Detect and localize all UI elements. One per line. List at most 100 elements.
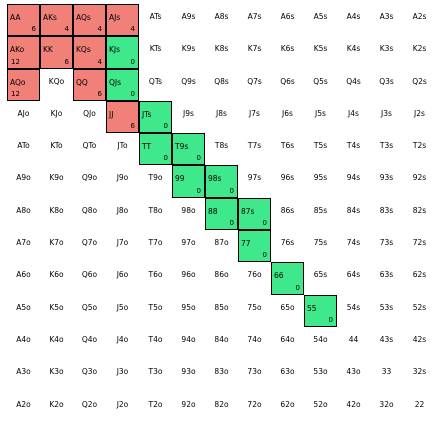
- hand-cell-j3s[interactable]: J3s: [370, 101, 403, 133]
- hand-cell-88[interactable]: 88 0: [205, 198, 238, 230]
- hand-cell-ako[interactable]: AKo 12: [7, 36, 40, 68]
- hand-cell-aa[interactable]: AA 6: [7, 4, 40, 36]
- hand-cell-73o[interactable]: 73o: [238, 359, 271, 391]
- hand-cell-a2s[interactable]: A2s: [403, 4, 436, 36]
- hand-cell-j7o[interactable]: J7o: [106, 230, 139, 262]
- hand-cell-j5s[interactable]: J5s: [304, 101, 337, 133]
- hand-cell-t4s[interactable]: T4s: [337, 133, 370, 165]
- hand-cell-63o[interactable]: 63o: [271, 359, 304, 391]
- hand-cell-ajs[interactable]: AJs 4: [106, 4, 139, 36]
- hand-cell-aks[interactable]: AKs 4: [40, 4, 73, 36]
- hand-cell-k4o[interactable]: K4o: [40, 327, 73, 359]
- hand-cell-t6o[interactable]: T6o: [139, 262, 172, 294]
- hand-cell-64s[interactable]: 64s: [337, 262, 370, 294]
- hand-cell-85s[interactable]: 85s: [304, 198, 337, 230]
- hand-cell-t8s[interactable]: T8s: [205, 133, 238, 165]
- hand-cell-73s[interactable]: 73s: [370, 230, 403, 262]
- hand-cell-97o[interactable]: 97o: [172, 230, 205, 262]
- hand-cell-kjs[interactable]: KJs 0: [106, 36, 139, 68]
- hand-cell-t3s[interactable]: T3s: [370, 133, 403, 165]
- hand-cell-a8s[interactable]: A8s: [205, 4, 238, 36]
- hand-cell-97s[interactable]: 97s: [238, 165, 271, 197]
- hand-cell-98o[interactable]: 98o: [172, 198, 205, 230]
- hand-cell-q9o[interactable]: Q9o: [73, 165, 106, 197]
- hand-cell-kjo[interactable]: KJo: [40, 101, 73, 133]
- hand-cell-k9o[interactable]: K9o: [40, 165, 73, 197]
- hand-cell-k7s[interactable]: K7s: [238, 36, 271, 68]
- hand-cell-kts[interactable]: KTs: [139, 36, 172, 68]
- hand-cell-k8o[interactable]: K8o: [40, 198, 73, 230]
- hand-cell-a8o[interactable]: A8o: [7, 198, 40, 230]
- hand-cell-j2s[interactable]: J2s: [403, 101, 436, 133]
- hand-cell-72s[interactable]: 72s: [403, 230, 436, 262]
- hand-cell-77[interactable]: 77 0: [238, 230, 271, 262]
- hand-cell-jto[interactable]: JTo: [106, 133, 139, 165]
- hand-cell-q8s[interactable]: Q8s: [205, 69, 238, 101]
- hand-cell-82s[interactable]: 82s: [403, 198, 436, 230]
- hand-cell-kk[interactable]: KK 6: [40, 36, 73, 68]
- hand-cell-qto[interactable]: QTo: [73, 133, 106, 165]
- hand-cell-a5s[interactable]: A5s: [304, 4, 337, 36]
- hand-cell-95s[interactable]: 95s: [304, 165, 337, 197]
- hand-cell-72o[interactable]: 72o: [238, 392, 271, 424]
- hand-cell-t7o[interactable]: T7o: [139, 230, 172, 262]
- hand-cell-qq[interactable]: QQ 6: [73, 69, 106, 101]
- hand-cell-k9s[interactable]: K9s: [172, 36, 205, 68]
- hand-cell-66[interactable]: 66 0: [271, 262, 304, 294]
- hand-cell-32s[interactable]: 32s: [403, 359, 436, 391]
- hand-cell-j9o[interactable]: J9o: [106, 165, 139, 197]
- hand-cell-ats[interactable]: ATs: [139, 4, 172, 36]
- hand-cell-k3o[interactable]: K3o: [40, 359, 73, 391]
- hand-cell-t5o[interactable]: T5o: [139, 295, 172, 327]
- hand-cell-j9s[interactable]: J9s: [172, 101, 205, 133]
- hand-cell-j8o[interactable]: J8o: [106, 198, 139, 230]
- hand-cell-tt[interactable]: TT 0: [139, 133, 172, 165]
- hand-cell-52s[interactable]: 52s: [403, 295, 436, 327]
- hand-cell-t4o[interactable]: T4o: [139, 327, 172, 359]
- hand-cell-32o[interactable]: 32o: [370, 392, 403, 424]
- hand-cell-92s[interactable]: 92s: [403, 165, 436, 197]
- hand-cell-q4o[interactable]: Q4o: [73, 327, 106, 359]
- hand-cell-96s[interactable]: 96s: [271, 165, 304, 197]
- hand-cell-q2s[interactable]: Q2s: [403, 69, 436, 101]
- hand-cell-74o[interactable]: 74o: [238, 327, 271, 359]
- hand-cell-j6o[interactable]: J6o: [106, 262, 139, 294]
- hand-cell-54o[interactable]: 54o: [304, 327, 337, 359]
- hand-cell-84s[interactable]: 84s: [337, 198, 370, 230]
- hand-cell-76o[interactable]: 76o: [238, 262, 271, 294]
- hand-cell-52o[interactable]: 52o: [304, 392, 337, 424]
- hand-cell-42o[interactable]: 42o: [337, 392, 370, 424]
- hand-cell-92o[interactable]: 92o: [172, 392, 205, 424]
- hand-cell-j4o[interactable]: J4o: [106, 327, 139, 359]
- hand-cell-q4s[interactable]: Q4s: [337, 69, 370, 101]
- hand-cell-63s[interactable]: 63s: [370, 262, 403, 294]
- hand-cell-a4s[interactable]: A4s: [337, 4, 370, 36]
- hand-cell-65o[interactable]: 65o: [271, 295, 304, 327]
- hand-cell-k5o[interactable]: K5o: [40, 295, 73, 327]
- hand-cell-k2s[interactable]: K2s: [403, 36, 436, 68]
- hand-cell-jts[interactable]: JTs 0: [139, 101, 172, 133]
- hand-cell-j2o[interactable]: J2o: [106, 392, 139, 424]
- hand-cell-kto[interactable]: KTo: [40, 133, 73, 165]
- hand-cell-q5o[interactable]: Q5o: [73, 295, 106, 327]
- hand-cell-q9s[interactable]: Q9s: [172, 69, 205, 101]
- hand-cell-k3s[interactable]: K3s: [370, 36, 403, 68]
- hand-cell-a4o[interactable]: A4o: [7, 327, 40, 359]
- hand-cell-kqo[interactable]: KQo: [40, 69, 73, 101]
- hand-cell-k4s[interactable]: K4s: [337, 36, 370, 68]
- hand-cell-j6s[interactable]: J6s: [271, 101, 304, 133]
- hand-cell-53o[interactable]: 53o: [304, 359, 337, 391]
- hand-cell-t6s[interactable]: T6s: [271, 133, 304, 165]
- hand-cell-a7s[interactable]: A7s: [238, 4, 271, 36]
- hand-cell-65s[interactable]: 65s: [304, 262, 337, 294]
- hand-cell-k5s[interactable]: K5s: [304, 36, 337, 68]
- hand-cell-qts[interactable]: QTs: [139, 69, 172, 101]
- hand-cell-54s[interactable]: 54s: [337, 295, 370, 327]
- hand-cell-k6s[interactable]: K6s: [271, 36, 304, 68]
- hand-cell-q8o[interactable]: Q8o: [73, 198, 106, 230]
- hand-cell-kqs[interactable]: KQs 4: [73, 36, 106, 68]
- hand-cell-q3o[interactable]: Q3o: [73, 359, 106, 391]
- hand-cell-82o[interactable]: 82o: [205, 392, 238, 424]
- hand-cell-j4s[interactable]: J4s: [337, 101, 370, 133]
- hand-cell-j7s[interactable]: J7s: [238, 101, 271, 133]
